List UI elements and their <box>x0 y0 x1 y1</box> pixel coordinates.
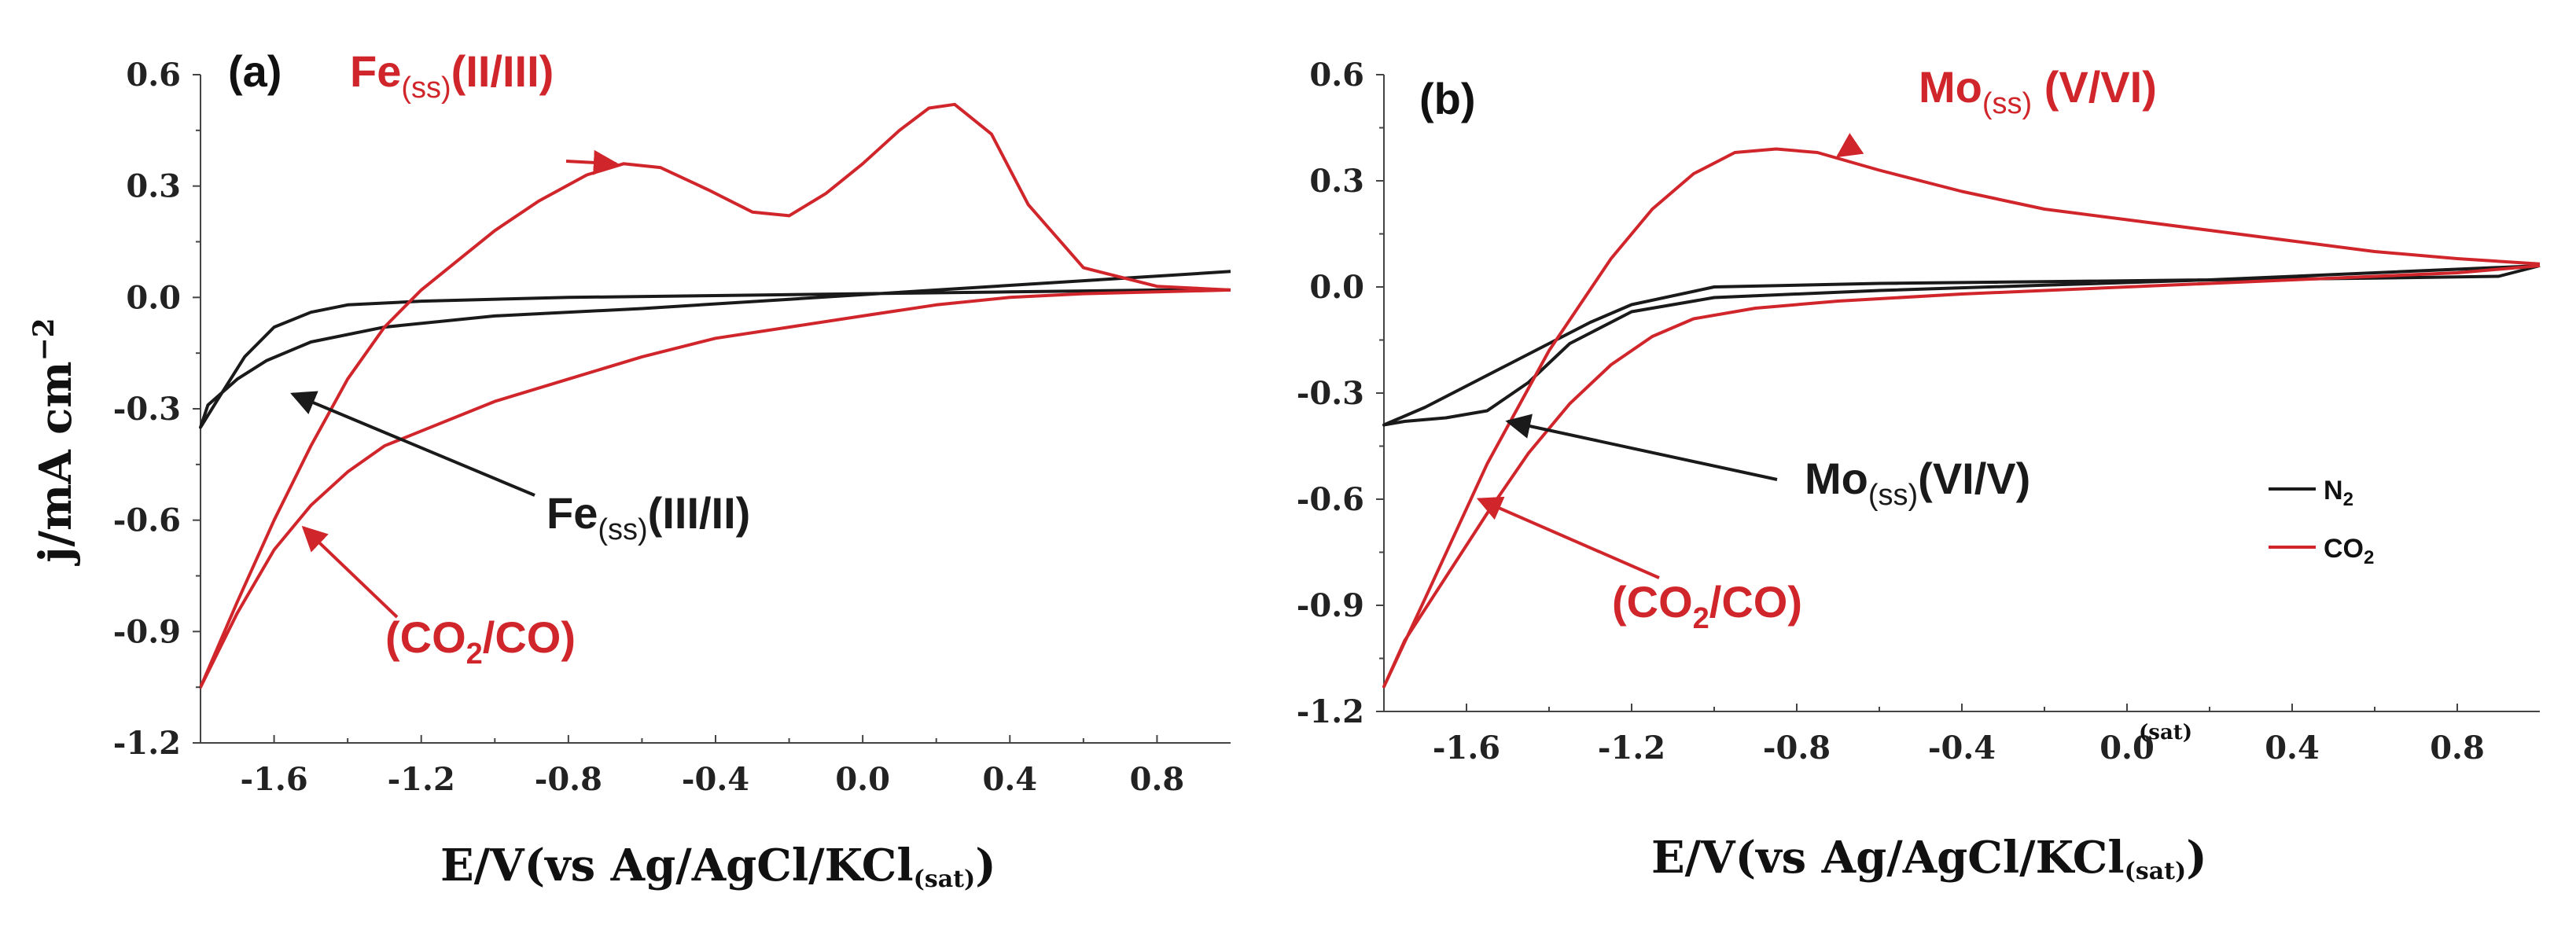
y-tick-label: -0.9 <box>1297 587 1364 624</box>
panel-b-label: (b) <box>1419 74 1476 123</box>
series-line-co2 <box>199 102 1231 689</box>
x-tick-label: 0.8 <box>2430 730 2485 766</box>
panel-a-label: (a) <box>228 46 282 96</box>
annotation-mo-reduction: Mo(ss)(VI/V) <box>1805 454 2030 512</box>
x-tick-label: 0.4 <box>2265 730 2320 766</box>
y-tick-label: 0.6 <box>1309 57 1364 94</box>
y-tick-label: 0.6 <box>126 57 181 94</box>
x-tick-label: -0.4 <box>1928 730 1996 766</box>
y-tick-label: -0.3 <box>1297 375 1364 412</box>
y-tick-label: -0.3 <box>113 391 181 428</box>
x-tick-label: -1.2 <box>1598 730 1665 766</box>
panel-a-curves <box>199 102 1231 689</box>
y-tick-label: -0.9 <box>113 613 181 650</box>
panel-a-x-axis-label: E/V(vs Ag/AgCl/KCl(sat)) <box>440 840 996 893</box>
arrow-fe-oxidation <box>565 149 619 175</box>
series-line-co2 <box>1382 147 2541 689</box>
legend: N2 CO2 <box>2269 476 2374 568</box>
x-tick-label: -1.2 <box>388 761 455 798</box>
y-tick-label: -0.6 <box>1297 481 1364 518</box>
stray-sat-label: (sat) <box>2139 721 2192 744</box>
arrow-mo-oxidation <box>1835 133 1864 158</box>
x-tick-label: 0.0 <box>2099 730 2155 766</box>
annotation-fe-oxidation: Fe(ss)(II/III) <box>350 46 554 105</box>
y-tick-label: -1.2 <box>1297 693 1364 730</box>
x-tick-label: -1.6 <box>1433 730 1500 766</box>
panel-a-y-axis-label: j/mA cm−2 <box>28 318 82 566</box>
x-tick-label: 0.8 <box>1130 761 1185 798</box>
panel-a: -1.6 -1.2 -0.8 -0.4 0.0 0.4 0.8 0.6 0.3 0.0 -0.3 -0… <box>28 46 1231 893</box>
arrow-co2-reduction-a <box>301 525 399 619</box>
x-tick-label: -1.6 <box>240 761 307 798</box>
x-tick-label: -0.4 <box>682 761 749 798</box>
panel-b: -1.6 -1.2 -0.8 -0.4 0.0 0.4 0.8 0.6 0.3 0.0 -0.3 -0… <box>1297 57 2541 885</box>
panel-b-curves <box>1382 147 2541 689</box>
y-tick-label: -0.6 <box>113 502 181 539</box>
arrow-mo-reduction <box>1505 414 1778 481</box>
panel-a-ticks: -1.6 -1.2 -0.8 -0.4 0.0 0.4 0.8 0.6 0.3 0.0 -0.3 -0… <box>113 57 1184 798</box>
x-tick-label: 0.4 <box>982 761 1037 798</box>
panel-a-axes <box>200 75 1231 744</box>
y-tick-label: -1.2 <box>113 725 181 762</box>
legend-label-n2: N2 <box>2324 476 2353 510</box>
panel-b-axes <box>1383 75 2540 712</box>
panel-b-ticks: -1.6 -1.2 -0.8 -0.4 0.0 0.4 0.8 0.6 0.3 0.0 -0.3 -0… <box>1297 57 2485 766</box>
y-tick-label: 0.3 <box>1309 163 1364 200</box>
x-tick-label: -0.8 <box>535 761 602 798</box>
annotation-co2-reduction-b: (CO2/CO) <box>1612 577 1802 635</box>
series-line-n2 <box>199 270 1231 429</box>
x-tick-label: 0.0 <box>835 761 890 798</box>
arrow-co2-reduction-b <box>1476 496 1660 579</box>
y-tick-label: 0.3 <box>126 168 181 205</box>
y-tick-label: 0.0 <box>1309 269 1364 306</box>
annotation-co2-reduction-a: (CO2/CO) <box>385 612 576 671</box>
legend-label-co2: CO2 <box>2324 534 2374 568</box>
x-tick-label: -0.8 <box>1763 730 1831 766</box>
annotation-fe-reduction: Fe(ss)(III/II) <box>546 488 750 546</box>
y-tick-label: 0.0 <box>126 279 181 316</box>
annotation-mo-oxidation: Mo(ss) (V/VI) <box>1919 62 2157 120</box>
panel-b-x-axis-label: E/V(vs Ag/AgCl/KCl(sat)) <box>1651 832 2207 885</box>
arrow-fe-reduction <box>290 391 535 497</box>
series-line-n2 <box>1382 264 2541 427</box>
